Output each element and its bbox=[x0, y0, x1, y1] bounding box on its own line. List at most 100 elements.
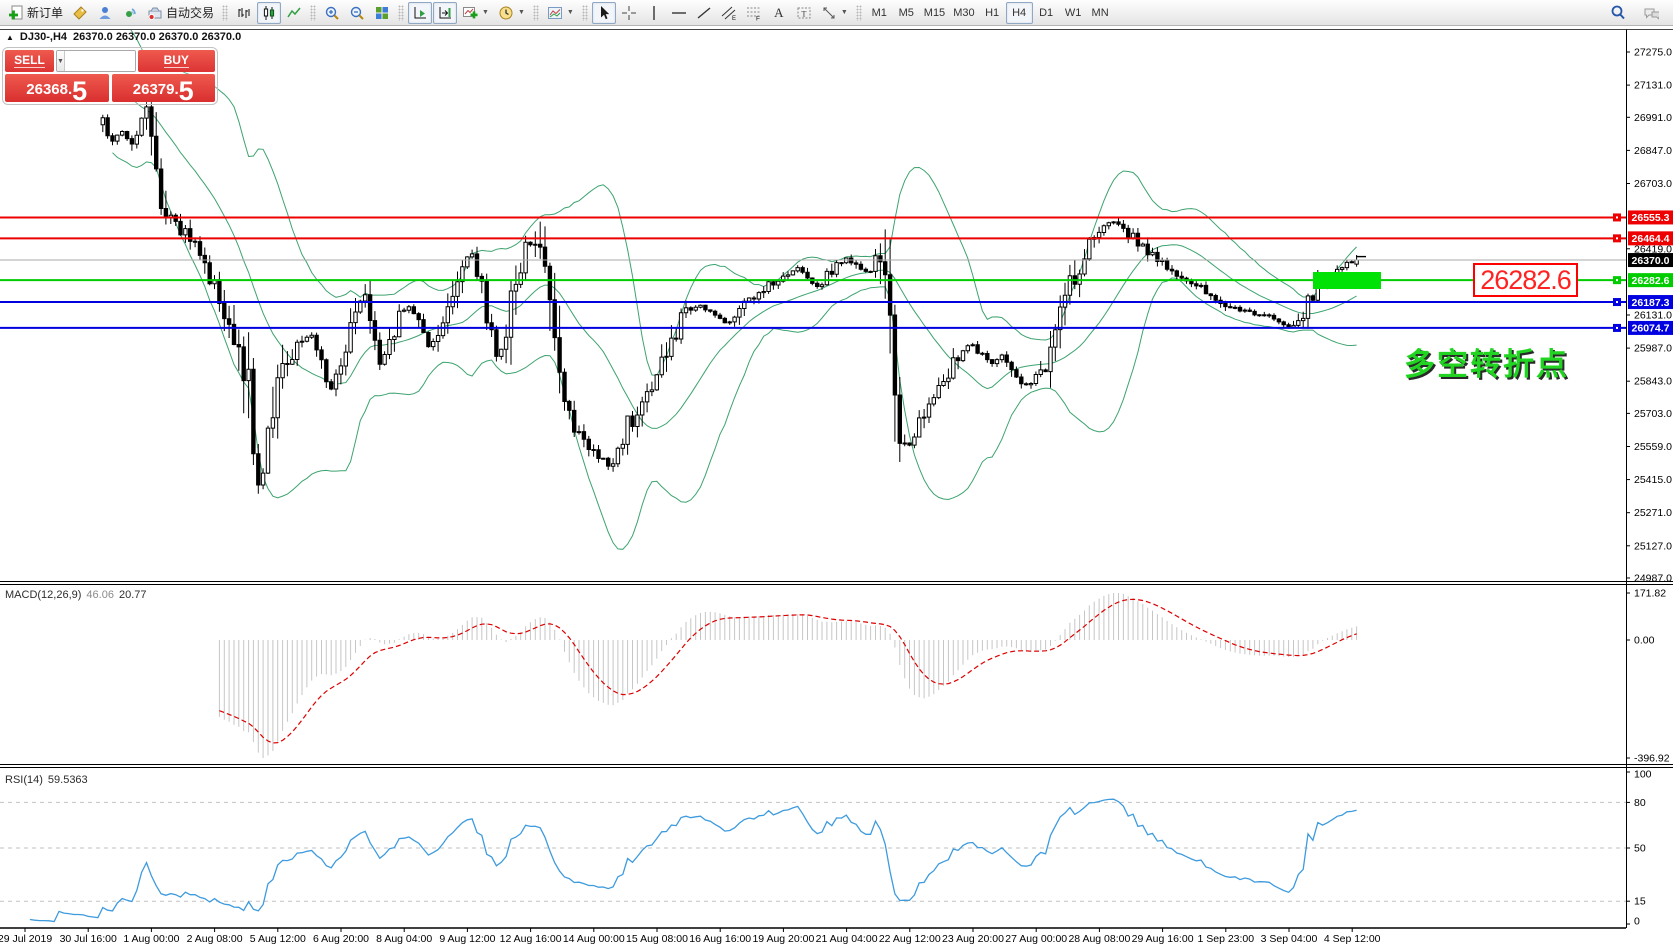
x-axis-tick-label: 19 Aug 20:00 bbox=[752, 933, 814, 945]
x-axis-tick-label: 9 Aug 12:00 bbox=[439, 933, 495, 945]
x-axis-tick-label: 12 Aug 16:00 bbox=[500, 933, 562, 945]
horizontal-line-icon bbox=[671, 5, 687, 21]
market-button[interactable] bbox=[68, 2, 92, 24]
y-axis-tick-label: 25703.0 bbox=[1634, 408, 1672, 420]
text-tool[interactable]: A bbox=[767, 2, 791, 24]
buy-button[interactable]: BUY bbox=[137, 50, 215, 72]
bollinger-band-line bbox=[112, 152, 1357, 550]
y-axis-tick-label: 25559.0 bbox=[1634, 441, 1672, 453]
x-axis-tick-label: 29 Jul 2019 bbox=[0, 933, 52, 945]
level-axis-label-bg bbox=[1628, 320, 1673, 335]
crosshair-button[interactable] bbox=[617, 2, 641, 24]
broadcast-button[interactable] bbox=[118, 2, 142, 24]
tile-windows-button[interactable] bbox=[370, 2, 394, 24]
sell-price-display[interactable]: 26368. 5 bbox=[5, 74, 109, 106]
toolbar-grip bbox=[581, 4, 588, 21]
macd-axis-label: -396.92 bbox=[1634, 753, 1670, 765]
x-axis-tick-label: 1 Aug 00:00 bbox=[123, 933, 179, 945]
community-button[interactable] bbox=[93, 2, 117, 24]
x-axis-tick-label: 6 Aug 20:00 bbox=[313, 933, 369, 945]
toolbar-grip bbox=[855, 4, 862, 21]
rsi-layer bbox=[0, 798, 1626, 923]
level-anchor-dot bbox=[1616, 216, 1618, 219]
shapes-tool[interactable]: ▼ bbox=[817, 2, 852, 24]
sell-price-pip: 5 bbox=[72, 75, 88, 106]
fibonacci-tool[interactable]: F bbox=[742, 2, 766, 24]
level-anchor-dot bbox=[1616, 301, 1618, 304]
bar-chart-button[interactable] bbox=[232, 2, 256, 24]
channel-tool[interactable]: E bbox=[717, 2, 741, 24]
chart-ohlc-values: 26370.0 26370.0 26370.0 26370.0 bbox=[73, 31, 242, 43]
candlestick-chart-button[interactable] bbox=[257, 1, 282, 24]
trendline-tool[interactable] bbox=[692, 2, 716, 24]
text-label-tool[interactable]: T bbox=[792, 2, 816, 24]
rsi-axis-label: 100 bbox=[1634, 769, 1652, 781]
level-anchor-dot bbox=[1616, 237, 1618, 240]
volume-input[interactable] bbox=[64, 51, 135, 71]
macd-axis-label: 171.82 bbox=[1634, 588, 1666, 600]
arrows-shapes-icon bbox=[821, 5, 837, 21]
line-chart-button[interactable] bbox=[282, 2, 306, 24]
crosshair-icon bbox=[621, 5, 637, 21]
timeframe-w1[interactable]: W1 bbox=[1060, 2, 1087, 24]
volume-decrease-button[interactable]: ▼ bbox=[57, 51, 65, 71]
dropdown-arrow-icon: ▼ bbox=[566, 9, 574, 16]
rsi-axis-label: 50 bbox=[1634, 843, 1646, 855]
timeframe-h1[interactable]: H1 bbox=[979, 2, 1006, 24]
new-order-icon bbox=[8, 5, 24, 21]
text-icon: A bbox=[774, 5, 784, 20]
cursor-button[interactable] bbox=[591, 1, 616, 24]
candle-wicks bbox=[102, 95, 1358, 494]
chat-button[interactable] bbox=[1639, 2, 1663, 24]
auto-scroll-button[interactable] bbox=[408, 1, 433, 24]
new-order-button[interactable]: 新订单 bbox=[4, 2, 67, 24]
zoom-in-button[interactable] bbox=[320, 2, 344, 24]
toolbar-grip bbox=[398, 4, 405, 21]
timeframe-mn[interactable]: MN bbox=[1087, 2, 1114, 24]
x-axis-tick-label: 3 Sep 04:00 bbox=[1261, 933, 1318, 945]
periods-button[interactable]: ▼ bbox=[494, 2, 529, 24]
svg-text:E: E bbox=[732, 16, 736, 21]
equidistant-channel-icon: E bbox=[721, 5, 737, 21]
y-axis-tick-label: 25843.0 bbox=[1634, 376, 1672, 388]
templates-button[interactable]: ▼ bbox=[543, 2, 578, 24]
vertical-line-tool[interactable] bbox=[642, 2, 666, 24]
timeframe-m30[interactable]: M30 bbox=[949, 2, 978, 24]
collapse-triangle-icon: ▲ bbox=[6, 32, 14, 42]
chart-symbol-period: DJ30-,H4 bbox=[19, 31, 67, 43]
zoom-out-button[interactable] bbox=[345, 2, 369, 24]
sell-button[interactable]: SELL bbox=[5, 50, 54, 72]
rsi-name: RSI(14) bbox=[5, 774, 43, 786]
buy-price-main: 26379. bbox=[132, 81, 179, 98]
chart-shift-button[interactable] bbox=[433, 1, 458, 24]
zoom-out-icon bbox=[349, 5, 365, 21]
search-button[interactable] bbox=[1605, 2, 1629, 24]
price-chart[interactable]: 27275.0 27131.0 26991.0 26847.0 26703.0 26419… bbox=[0, 26, 1673, 949]
timeframe-d1[interactable]: D1 bbox=[1033, 2, 1060, 24]
trendline-icon bbox=[696, 5, 712, 21]
timeframe-h4[interactable]: H4 bbox=[1005, 1, 1033, 24]
toolbar-grip bbox=[310, 4, 317, 21]
level-axis-label-bg bbox=[1628, 295, 1673, 310]
y-axis-tick-label: 26847.0 bbox=[1634, 145, 1672, 157]
bollinger-bands-layer bbox=[112, 30, 1357, 550]
timeframe-m15[interactable]: M15 bbox=[920, 2, 949, 24]
toolbar-grip bbox=[532, 4, 539, 21]
rsi-axis-label: 0 bbox=[1634, 916, 1640, 928]
buy-price-display[interactable]: 26379. 5 bbox=[111, 74, 215, 104]
macd-histogram bbox=[218, 593, 1358, 758]
x-axis-tick-label: 23 Aug 20:00 bbox=[942, 933, 1004, 945]
y-axis-tick-label: 27131.0 bbox=[1634, 80, 1672, 92]
timeframe-m1[interactable]: M1 bbox=[866, 2, 893, 24]
autotrade-button[interactable]: 自动交易 bbox=[143, 2, 218, 24]
dropdown-arrow-icon: ▼ bbox=[482, 9, 489, 16]
price-callout-box[interactable]: 26282.6 bbox=[1473, 263, 1578, 297]
timeframe-m5[interactable]: M5 bbox=[893, 2, 920, 24]
autotrade-label: 自动交易 bbox=[166, 6, 215, 20]
indicators-button[interactable]: ▼ bbox=[458, 2, 493, 24]
horizontal-line-tool[interactable] bbox=[667, 2, 691, 24]
highlight-rectangle[interactable] bbox=[1313, 272, 1381, 290]
x-axis-tick-label: 16 Aug 16:00 bbox=[689, 933, 751, 945]
current-price-axis-label: 26370.0 bbox=[1632, 255, 1670, 267]
y-axis-tick-label: 26703.0 bbox=[1634, 178, 1672, 190]
